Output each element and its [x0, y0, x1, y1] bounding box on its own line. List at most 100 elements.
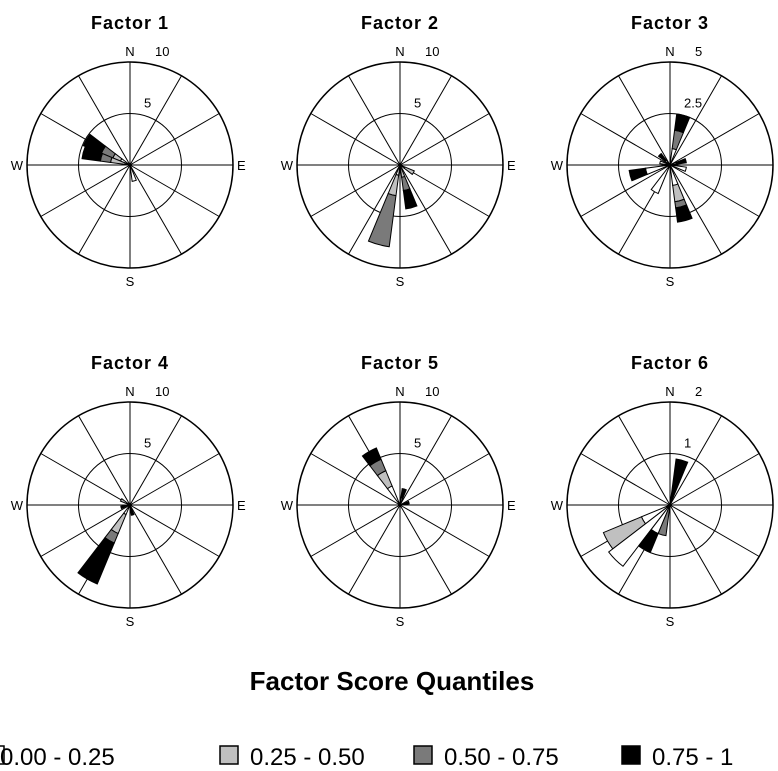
max-ring-label: 10 [155, 44, 169, 59]
spoke-line [129, 504, 220, 557]
rose-wedge-q4 [81, 145, 104, 162]
south-label: S [126, 614, 135, 629]
south-label: S [126, 274, 135, 289]
rose-wedge-q2 [403, 166, 415, 176]
spoke-line [129, 164, 220, 217]
west-label: W [11, 498, 24, 513]
rose-wedge-q1 [129, 164, 137, 182]
panel-title: Factor 4 [91, 353, 169, 373]
rose-wedge-q4 [400, 488, 407, 499]
rose-wedge-q4 [77, 536, 115, 585]
spoke-line [348, 504, 401, 595]
rose-wedge-q4 [402, 188, 418, 210]
north-label: N [665, 384, 674, 399]
rose-wedge-q4 [637, 528, 659, 554]
west-label: W [281, 498, 294, 513]
rose-wedge-q3 [657, 504, 671, 537]
rose-wedge-q4 [129, 507, 135, 516]
mid-ring-label: 5 [414, 436, 421, 451]
spoke-line [310, 504, 401, 557]
rose-wedge-q4 [657, 152, 667, 162]
spoke-line [618, 75, 671, 166]
rose-wedge-q4 [361, 447, 382, 467]
spoke-line [348, 75, 401, 166]
max-ring-label: 5 [695, 44, 702, 59]
rose-wedge-q4 [628, 167, 648, 182]
rose-wedge-q1 [608, 504, 671, 567]
max-ring-label: 10 [425, 44, 439, 59]
wind-rose-panels: Factor 1 N S E W 10 5 Factor 2 N S E W 10 5 Factor 3 N S… [11, 13, 778, 629]
south-label: S [666, 274, 675, 289]
rose-wedge-q2 [602, 516, 647, 550]
south-label: S [666, 614, 675, 629]
spoke-line [618, 415, 671, 506]
spoke-line [129, 453, 220, 506]
east-label: E [237, 158, 246, 173]
rose-wedge-q2 [387, 173, 400, 197]
legend-label-2: 0.25 - 0.50 [250, 744, 365, 771]
max-ring-label: 10 [425, 384, 439, 399]
spoke-line [399, 75, 452, 166]
legend-label-1: 0.00 - 0.25 [0, 744, 115, 771]
rose-wedge-q3 [671, 129, 685, 151]
legend-swatch-4 [621, 745, 641, 765]
spoke-line [399, 504, 452, 595]
spoke-line [669, 75, 722, 166]
rose-wedge-q4 [82, 133, 107, 154]
spoke-line [399, 164, 490, 217]
east-label: E [237, 498, 246, 513]
spoke-line [399, 415, 452, 506]
rose-panel-3: Factor 3NSEW52.5 [551, 13, 778, 289]
rose-wedge-q1 [386, 485, 401, 506]
rose-panel-2: Factor 2 N S E W 10 5 [281, 13, 516, 289]
rose-panel-4: Factor 4 N S E W 10 5 [11, 353, 246, 629]
spoke-line [669, 504, 722, 595]
spoke-line [310, 113, 401, 166]
south-label: S [396, 274, 405, 289]
rose-panel-1: Factor 1 N S E W 10 5 [11, 13, 246, 289]
north-label: N [125, 384, 134, 399]
legend-title: Factor Score Quantiles [250, 666, 535, 696]
spoke-line [669, 453, 760, 506]
east-label: E [507, 498, 516, 513]
south-label: S [396, 614, 405, 629]
panel-title: Factor 5 [361, 353, 439, 373]
spoke-line [669, 504, 760, 557]
rose-wedge-q1 [650, 164, 671, 195]
west-label: W [551, 158, 564, 173]
west-label: W [11, 158, 24, 173]
spoke-line [580, 113, 671, 166]
rose-wedge-q3 [401, 175, 411, 192]
west-label: W [551, 498, 564, 513]
legend: Factor Score Quantiles 0.00 - 0.25 0.25 … [0, 666, 733, 771]
spoke-line [399, 164, 452, 255]
rose-wedge-q4 [120, 505, 126, 510]
rose-panel-6: Factor 6NSEW21 [551, 353, 778, 629]
legend-label-4: 0.75 - 1 [652, 744, 733, 771]
mid-ring-label: 2.5 [684, 96, 702, 111]
spoke-line [310, 164, 401, 217]
legend-swatch-2 [219, 745, 239, 765]
legend-label-3: 0.50 - 0.75 [444, 744, 559, 771]
spoke-line [129, 164, 182, 255]
spoke-line [78, 75, 131, 166]
spoke-line [669, 164, 722, 255]
mid-ring-label: 5 [414, 96, 421, 111]
spoke-line [399, 504, 490, 557]
rose-wedge-q4 [675, 204, 693, 223]
spoke-line [129, 415, 182, 506]
rose-wedge-q1 [669, 164, 687, 172]
spoke-line [78, 415, 131, 506]
spoke-line [78, 164, 131, 255]
rose-panel-5: Factor 5 N S E W 10 5 [281, 353, 516, 629]
north-label: N [665, 44, 674, 59]
north-label: N [125, 44, 134, 59]
spoke-line [669, 164, 760, 217]
panel-title: Factor 2 [361, 13, 439, 33]
spoke-line [40, 504, 131, 557]
rose-wedge-q1 [659, 160, 671, 166]
rose-wedge-q4 [674, 113, 691, 134]
spoke-line [399, 113, 490, 166]
mid-ring-label: 5 [144, 96, 151, 111]
max-ring-label: 10 [155, 384, 169, 399]
